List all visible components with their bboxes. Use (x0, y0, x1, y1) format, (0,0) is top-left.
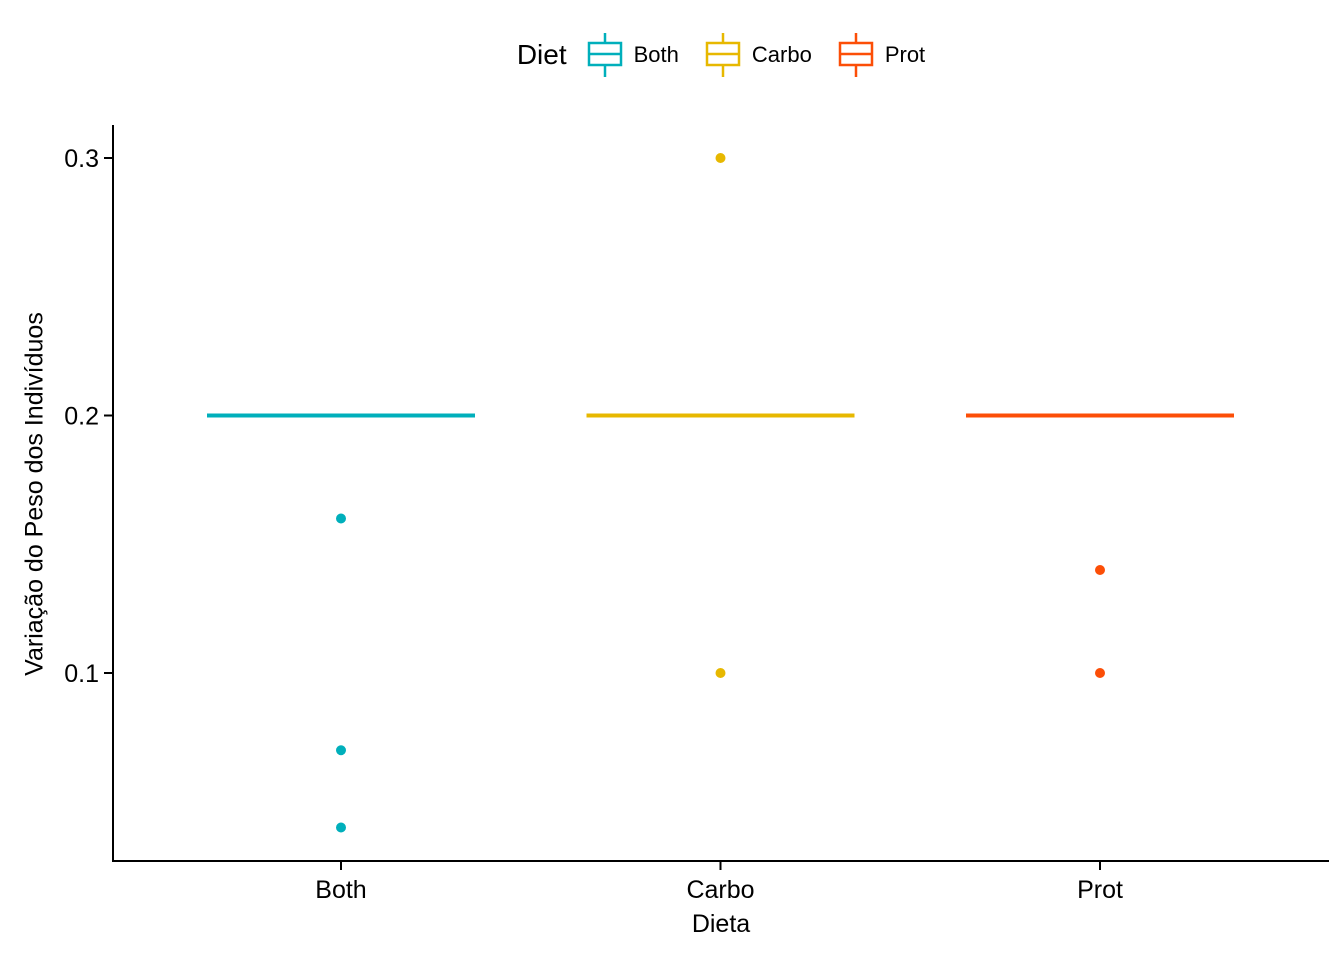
y-axis-title: Variação do Peso dos Indivíduos (20, 312, 49, 676)
legend: Diet Both Carbo (113, 30, 1329, 80)
legend-label: Prot (884, 42, 926, 67)
legend-item-carbo: Carbo (705, 31, 812, 79)
y-tick-label: 0.2 (64, 403, 99, 431)
y-tick-label: 0.3 (64, 145, 99, 173)
legend-label: Both (633, 42, 679, 67)
boxplot-key-icon (587, 33, 622, 77)
x-axis-title: Dieta (691, 910, 751, 938)
legend-label: Carbo (751, 42, 812, 67)
legend-item-both: Both (587, 31, 679, 79)
x-tick-label: Carbo (686, 876, 754, 904)
outlier-point-both (336, 822, 346, 833)
y-tick-label: 0.1 (64, 660, 99, 688)
outlier-point-prot (1095, 565, 1105, 575)
outlier-point-carbo (715, 153, 726, 163)
outlier-point-both (336, 745, 346, 756)
outlier-point-carbo (715, 668, 726, 678)
x-tick-label: Both (315, 876, 366, 904)
legend-item-prot: Prot (838, 31, 925, 79)
x-tick-label: Prot (1077, 876, 1123, 904)
legend-title: Diet (516, 39, 567, 70)
outlier-point-prot (1095, 668, 1105, 678)
boxplot-key-icon (705, 33, 741, 77)
boxplot-key-icon (838, 33, 874, 77)
outlier-point-both (336, 513, 346, 524)
